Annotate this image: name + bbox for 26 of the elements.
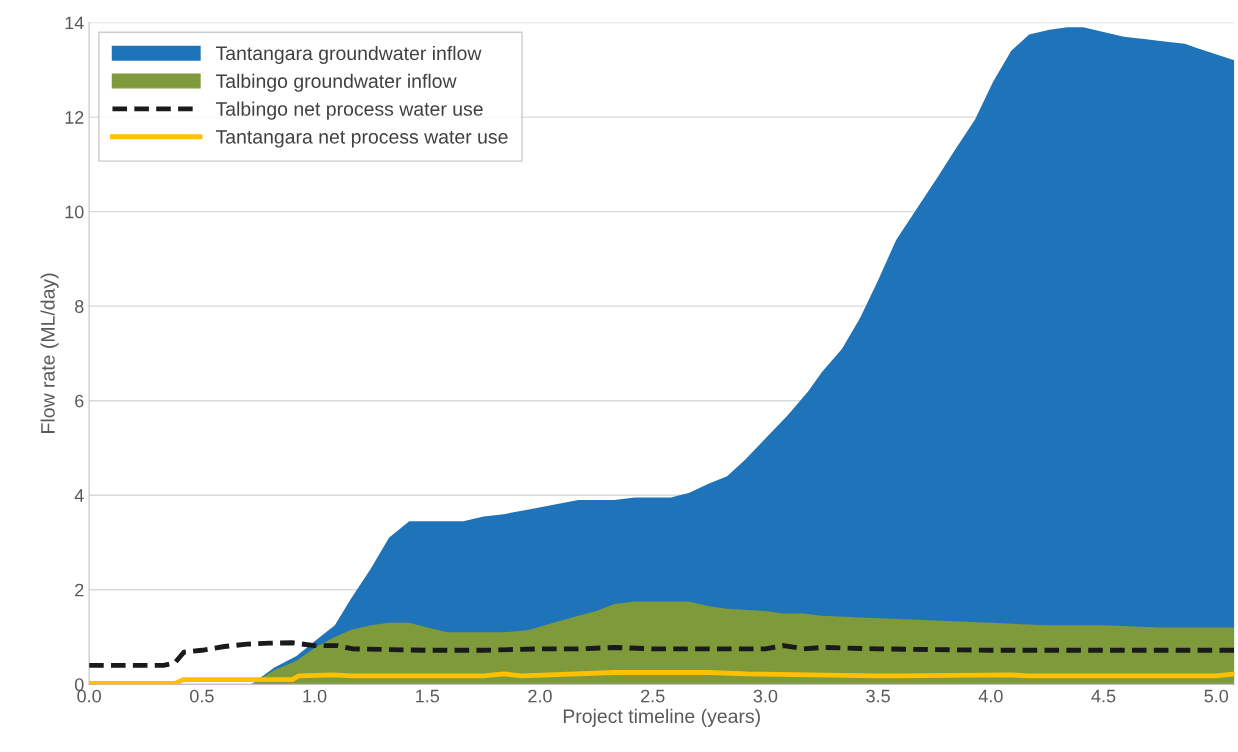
x-tick-label: 0.5 [190,689,214,703]
y-tick-label: 12 [65,111,84,124]
x-tick-label: 5.0 [1204,689,1229,703]
y-tick-label: 6 [75,394,84,408]
y-tick-label: 8 [75,300,84,313]
x-tick-label: 2.5 [641,689,665,703]
x-axis-title: Project timeline (years) [563,708,760,727]
y-tick-label: 2 [75,583,84,597]
x-tick-label: 4.5 [1091,689,1116,703]
line-series [89,640,1235,668]
y-tick-label: 0 [74,678,84,692]
y-tick-label: 14 [65,16,84,30]
x-tick-label: 1.5 [416,689,440,703]
x-tick-label: 0.0 [77,689,101,703]
y-tick-label: 10 [65,205,84,219]
legend-label: Tantangara net process water use [215,130,508,148]
x-tick-label: 4.0 [978,689,1003,703]
legend-label: Tantangara groundwater inflow [215,45,482,65]
x-tick-label: 2.0 [528,689,552,703]
x-tick-label: 3.5 [866,689,890,703]
y-axis-title: Flow rate (ML/day) [40,273,59,433]
legend-label: Talbingo net process water use [215,101,483,120]
x-tick-label: 3.0 [753,689,778,703]
legend-label: Talbingo groundwater inflow [215,73,457,92]
x-tick-label: 1.0 [303,689,327,703]
y-tick-label: 4 [74,489,84,502]
